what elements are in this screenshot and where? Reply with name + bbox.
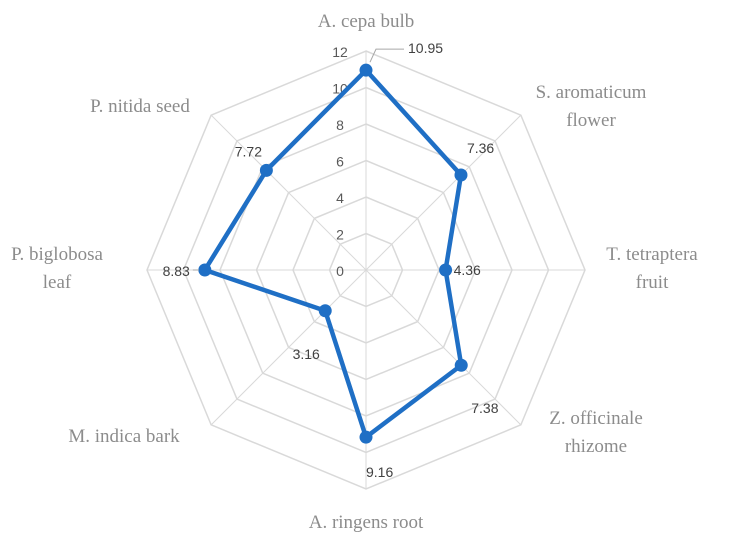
spoke-3 [365, 269, 522, 426]
data-label-2: 4.36 [454, 262, 481, 278]
tick-label-2: 2 [336, 227, 344, 243]
data-label-6: 8.83 [163, 263, 190, 279]
data-label-1: 7.36 [467, 140, 494, 156]
series-line-0 [202, 67, 464, 440]
category-label-0: A. cepa bulb [318, 11, 415, 32]
data-series [198, 63, 468, 444]
data-point-1 [454, 168, 468, 182]
spoke-7 [210, 114, 367, 271]
tick-label-8: 8 [336, 117, 344, 133]
tick-label-12: 12 [332, 44, 348, 60]
category-label-2: T. tetraptera fruit [606, 244, 698, 293]
spoke-5 [210, 269, 367, 426]
tick-label-4: 4 [336, 190, 344, 206]
category-label-5: M. indica bark [68, 426, 180, 447]
category-labels: A. cepa bulb S. aromaticum flower T. tetrap… [11, 11, 698, 533]
spoke-1 [365, 114, 522, 271]
category-label-1: S. aromaticum flower [536, 82, 647, 131]
data-label-leader-0 [369, 48, 404, 63]
tick-label-0: 0 [336, 263, 344, 279]
data-point-6 [198, 263, 212, 277]
data-label-4: 9.16 [366, 464, 393, 480]
data-labels: 10.95 7.36 4.36 7.38 9.16 3.16 8.83 7.72 [163, 40, 499, 480]
data-point-7 [259, 163, 273, 177]
category-label-3: Z. officinale rhizome [549, 408, 643, 457]
data-label-7: 7.72 [235, 143, 262, 159]
data-label-5: 3.16 [293, 346, 320, 362]
data-point-5 [318, 304, 332, 318]
data-point-3 [454, 358, 468, 372]
data-point-2 [439, 263, 453, 277]
category-label-4: A. ringens root [309, 512, 424, 533]
tick-label-6: 6 [336, 154, 344, 170]
category-label-7: P. nitida seed [90, 96, 190, 117]
radar-spokes [147, 51, 585, 489]
category-label-6: P. biglobosa leaf [11, 244, 103, 293]
data-label-3: 7.38 [471, 400, 498, 416]
data-label-0: 10.95 [408, 40, 443, 56]
data-point-0 [359, 63, 373, 77]
data-point-4 [359, 430, 373, 444]
